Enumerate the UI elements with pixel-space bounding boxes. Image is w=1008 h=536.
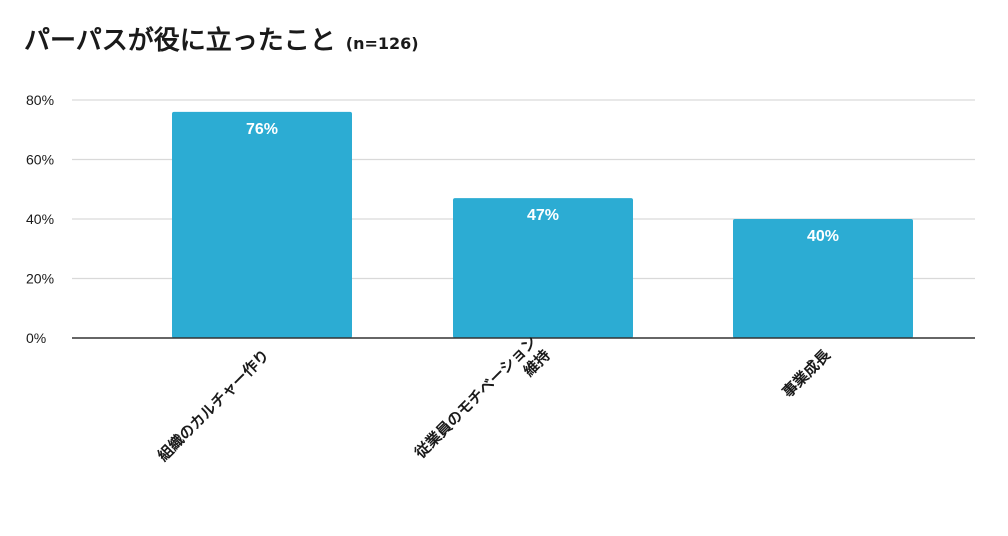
bar-value-label: 40% — [807, 228, 839, 245]
y-tick-label: 0% — [26, 330, 46, 346]
x-category-label-line: 組織のカルチャー作り — [154, 346, 273, 465]
bar — [733, 219, 913, 338]
bar-value-label: 47% — [527, 207, 559, 224]
title-row: パーパスが役に立ったこと (n=126) — [24, 20, 419, 57]
bar-value-label: 76% — [246, 121, 278, 138]
x-category-label-line: 従業員のモチベーション — [410, 333, 540, 463]
y-tick-label: 60% — [26, 152, 54, 168]
chart-subtitle: (n=126) — [345, 34, 419, 53]
y-tick-label: 40% — [26, 211, 54, 227]
chart-title: パーパスが役に立ったこと — [24, 26, 336, 56]
y-tick-label: 80% — [26, 92, 54, 108]
bar — [172, 111, 352, 339]
x-category-label: 事業成長 — [779, 345, 835, 401]
bar — [453, 198, 633, 338]
x-category-label: 組織のカルチャー作り — [154, 346, 273, 465]
y-tick-label: 20% — [26, 271, 54, 287]
x-category-label-line: 事業成長 — [779, 345, 835, 401]
